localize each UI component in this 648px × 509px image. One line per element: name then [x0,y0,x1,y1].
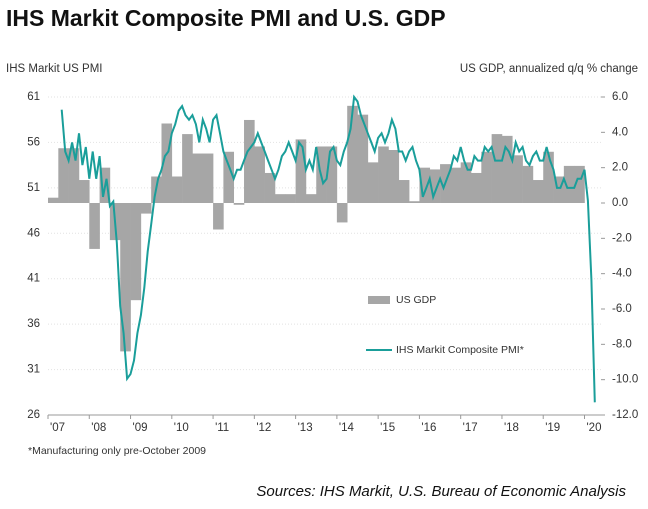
bar [171,176,183,203]
bar [450,167,461,203]
x-tick-label: '09 [133,422,148,434]
source: Sources: IHS Markit, U.S. Bureau of Econ… [256,483,626,500]
bar [481,151,492,203]
y-tick-label: 46 [27,227,40,239]
footnote: *Manufacturing only pre-October 2009 [28,445,206,457]
y2-tick-label: -6.0 [612,303,632,315]
bar [553,176,565,203]
x-tick-label: '16 [421,422,436,434]
bar [388,150,400,203]
bar [182,134,193,203]
y2-tick-label: -10.0 [612,374,638,386]
y2-tick-label: 4.0 [612,126,628,138]
x-tick-label: '18 [504,422,519,434]
legend-swatch [368,296,390,304]
bar [140,203,152,214]
bar [398,180,410,203]
y-tick-label: 26 [27,409,40,421]
bar [48,197,59,203]
bar [409,201,420,203]
bar [563,165,575,203]
bar [285,194,296,203]
bar [223,151,235,203]
x-tick-label: '17 [463,422,478,434]
x-tick-label: '19 [545,422,560,434]
bar [378,146,389,203]
y2-tick-label: -12.0 [612,409,638,421]
bar [78,180,90,203]
y2-tick-label: 0.0 [612,197,628,209]
bar [471,172,482,203]
bar [68,148,80,203]
legend-label: US GDP [396,294,436,306]
bar [460,162,472,203]
x-tick-label: '20 [586,422,601,434]
x-tick-label: '10 [174,422,189,434]
bar [120,203,131,352]
line [60,94,596,403]
x-tick-label: '08 [91,422,106,434]
bar [522,165,534,203]
bar [543,151,554,203]
y2-tick-label: -2.0 [612,232,632,244]
bar [336,203,348,223]
bar [161,123,173,203]
y2-axis-title: US GDP, annualized q/q % change [460,63,638,75]
bar [202,153,214,203]
x-tick-label: '13 [298,422,313,434]
y2-tick-label: -4.0 [612,268,632,280]
y-tick-label: 51 [27,182,40,194]
bar [357,114,369,203]
y-tick-label: 41 [27,273,40,285]
y-axis-title: IHS Markit US PMI [6,63,102,75]
chart-title: IHS Markit Composite PMI and U.S. GDP [6,5,446,31]
bar [367,162,379,203]
x-tick-label: '11 [215,422,229,434]
bar [574,165,585,203]
bar [429,169,441,203]
bar [192,153,204,203]
bar [274,194,286,203]
y-tick-label: 36 [27,318,40,330]
bar [347,105,358,203]
y-tick-label: 61 [27,91,40,103]
bar [501,135,513,203]
y2-tick-label: -8.0 [612,338,632,350]
bar [491,134,503,203]
bar [264,172,276,203]
x-tick-label: '15 [380,422,395,434]
bar [326,146,338,203]
x-tick-label: '12 [256,422,271,434]
x-tick-label: '14 [339,422,355,434]
bar [213,203,224,230]
x-tick-label: '07 [50,422,65,434]
bar [130,203,142,301]
bar [532,180,544,203]
bar [89,203,100,249]
bar [512,155,523,203]
y-tick-label: 31 [27,364,40,376]
bar [305,194,317,203]
bar [244,119,255,203]
bar [254,146,265,203]
bar [419,167,431,203]
bar [58,148,69,203]
y2-tick-label: 2.0 [612,162,628,174]
bar [295,139,307,203]
y2-tick-label: 6.0 [612,91,628,103]
bar [233,203,245,205]
y-tick-label: 56 [27,136,40,148]
legend-label: IHS Markit Composite PMI* [396,344,524,356]
